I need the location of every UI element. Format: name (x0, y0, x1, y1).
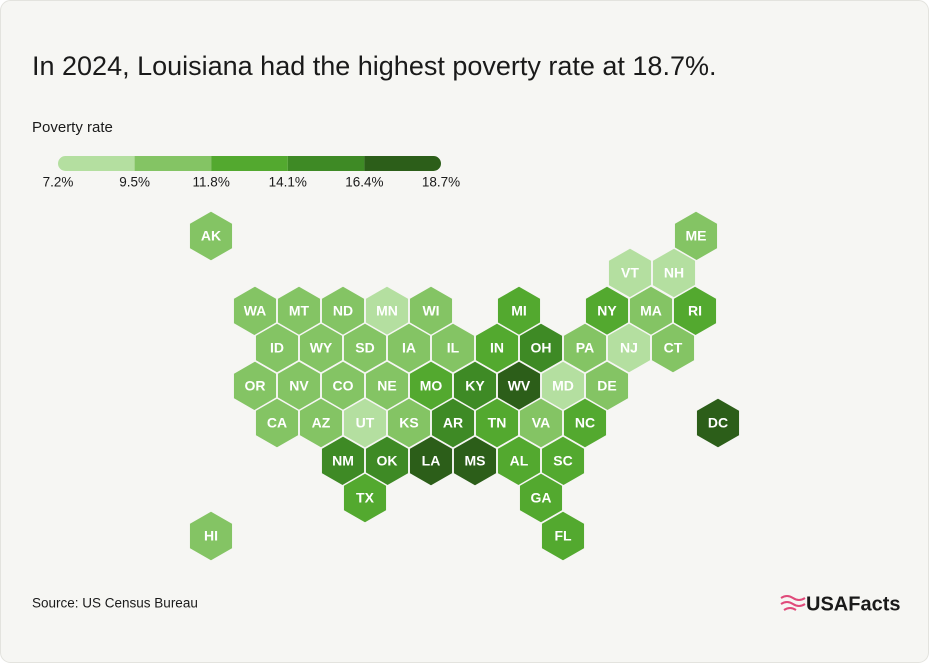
state-label: AR (443, 415, 463, 431)
state-label: KS (399, 415, 418, 431)
title: In 2024, Louisiana had the highest pover… (32, 51, 716, 81)
source: Source: US Census Bureau (32, 596, 198, 611)
legend-segment (134, 156, 212, 171)
state-label: GA (531, 490, 552, 506)
state-label: AK (201, 228, 221, 244)
state-label: DC (708, 415, 728, 431)
state-label: RI (688, 303, 702, 319)
logo: USAFacts (780, 593, 900, 615)
state-label: MN (376, 303, 398, 319)
state-label: AZ (312, 415, 331, 431)
state-hex (650, 321, 696, 375)
state-label: TN (488, 415, 507, 431)
legend-tick-label: 18.7% (422, 175, 460, 190)
legend-segment (287, 156, 365, 171)
state-hex (188, 209, 234, 263)
state-label: CA (267, 415, 287, 431)
state-label: SC (553, 453, 572, 469)
legend-tick-label: 11.8% (193, 175, 230, 190)
state-hex (540, 509, 586, 563)
state-label: NM (332, 453, 354, 469)
state-label: OK (377, 453, 398, 469)
state-label: LA (422, 453, 441, 469)
state-label: MA (640, 303, 662, 319)
state-label: NC (575, 415, 595, 431)
state-label: OH (531, 340, 552, 356)
legend-segment (364, 156, 441, 171)
state-hex (695, 396, 741, 450)
state-label: ME (686, 228, 707, 244)
state-label: FL (554, 528, 572, 544)
state-label: CT (664, 340, 683, 356)
legend-segment (211, 156, 288, 171)
state-label: NH (664, 265, 684, 281)
state-label: KY (465, 378, 485, 394)
state-label: NY (597, 303, 617, 319)
state-label: NJ (620, 340, 638, 356)
state-label: VA (532, 415, 550, 431)
state-label: MD (552, 378, 574, 394)
state-label: MO (420, 378, 443, 394)
state-label: SD (355, 340, 374, 356)
state-label: WI (422, 303, 439, 319)
state-label: WV (508, 378, 531, 394)
state-label: CO (333, 378, 354, 394)
state-hex (342, 471, 388, 525)
state-label: VT (621, 265, 639, 281)
state-label: ID (270, 340, 284, 356)
logo-icon (780, 595, 806, 611)
state-label: NE (377, 378, 396, 394)
state-label: MT (289, 303, 310, 319)
brand: USAFacts (806, 593, 900, 615)
state-label: IN (490, 340, 504, 356)
state-hex (188, 509, 234, 563)
legend-segment (58, 156, 135, 171)
legend-tick-label: 7.2% (43, 175, 74, 190)
state-label: IA (402, 340, 416, 356)
state-label: DE (597, 378, 616, 394)
legend-tick-label: 9.5% (119, 175, 150, 190)
legend-title: Poverty rate (32, 119, 113, 136)
state-label: MI (511, 303, 527, 319)
state-label: OR (245, 378, 266, 394)
state-label: UT (356, 415, 375, 431)
state-label: WY (310, 340, 333, 356)
state-label: TX (356, 490, 375, 506)
state-label: HI (204, 528, 218, 544)
legend-tick-label: 14.1% (269, 175, 307, 190)
state-label: NV (289, 378, 309, 394)
state-label: AL (510, 453, 529, 469)
legend-tick-label: 16.4% (345, 175, 383, 190)
state-label: ND (333, 303, 353, 319)
state-label: IL (447, 340, 460, 356)
state-label: WA (244, 303, 267, 319)
state-label: MS (465, 453, 486, 469)
state-label: PA (576, 340, 594, 356)
